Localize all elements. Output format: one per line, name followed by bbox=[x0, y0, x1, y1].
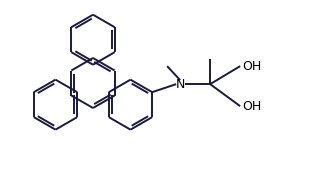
Text: N: N bbox=[176, 78, 185, 91]
Text: OH: OH bbox=[242, 60, 261, 73]
Text: OH: OH bbox=[242, 100, 261, 113]
